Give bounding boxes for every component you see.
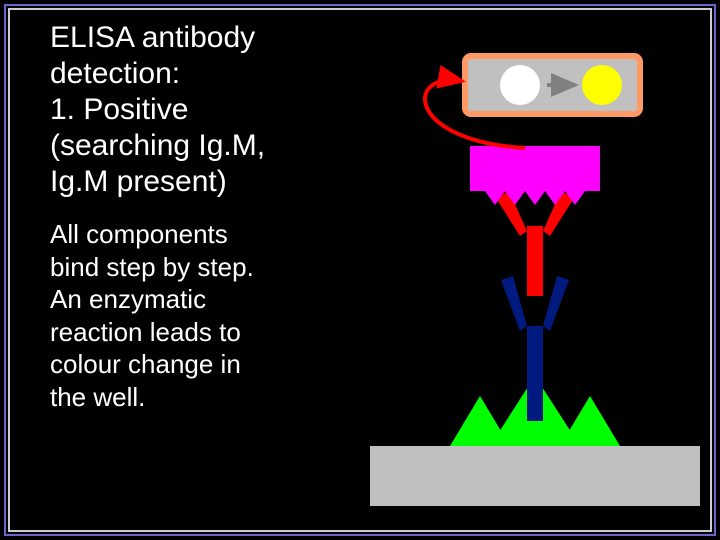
antibody-stem [527, 326, 543, 421]
slide-title: ELISA antibody detection: 1. Positive (s… [50, 20, 350, 200]
text-column: ELISA antibody detection: 1. Positive (s… [50, 20, 350, 413]
secondary-stem [527, 226, 543, 296]
substrate-circle-left [500, 65, 540, 105]
title-line: ELISA antibody [50, 21, 255, 54]
well-base [370, 446, 700, 506]
title-line: detection: [50, 57, 180, 90]
body-line: colour change in [50, 349, 241, 379]
title-line: 1. Positive [50, 93, 188, 126]
title-line: (searching Ig.M, [50, 129, 265, 162]
body-line: All components [50, 219, 228, 249]
body-line: bind step by step. [50, 252, 254, 282]
body-line: reaction leads to [50, 317, 241, 347]
antibody-arm-right [543, 276, 569, 331]
antibody-arm-left [501, 276, 527, 331]
substrate-circle-right [582, 65, 622, 105]
antigen-triangle-right [560, 396, 620, 446]
slide-body: All components bind step by step. An enz… [50, 218, 350, 413]
body-line: An enzymatic [50, 284, 206, 314]
enzyme-block [470, 146, 600, 191]
elisa-diagram [370, 16, 700, 506]
antigen-triangle-left [450, 396, 510, 446]
body-line: the well. [50, 382, 145, 412]
title-line: Ig.M present) [50, 165, 227, 198]
